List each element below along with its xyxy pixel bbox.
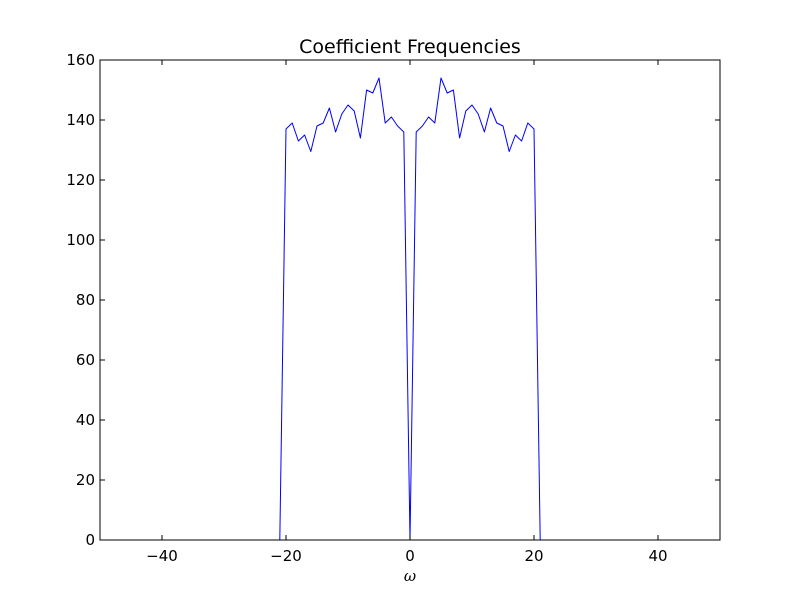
chart-title: Coefficient Frequencies xyxy=(299,36,521,58)
x-tick-label: 0 xyxy=(405,547,415,565)
x-tick-label: 20 xyxy=(524,547,543,565)
y-tick-label: 140 xyxy=(66,111,95,129)
x-axis-label: ω xyxy=(404,567,416,585)
y-tick-label: 100 xyxy=(66,231,95,249)
y-tick-label: 0 xyxy=(85,531,95,549)
x-tick-label: 40 xyxy=(648,547,667,565)
y-tick-label: 80 xyxy=(76,291,95,309)
y-tick-label: 60 xyxy=(76,351,95,369)
plot-frame xyxy=(99,59,721,541)
y-tick-label: 40 xyxy=(76,411,95,429)
x-tick-label: −20 xyxy=(270,547,302,565)
y-tick-label: 120 xyxy=(66,171,95,189)
axis-ticks: −40 −20 0 20 40 0 20 40 60 80 100 120 140 160 xyxy=(66,51,720,565)
y-tick-label: 20 xyxy=(76,471,95,489)
y-tick-label: 160 xyxy=(66,51,95,69)
series-line-0 xyxy=(100,77,720,541)
plot-area xyxy=(100,77,720,541)
x-tick-label: −40 xyxy=(146,547,178,565)
